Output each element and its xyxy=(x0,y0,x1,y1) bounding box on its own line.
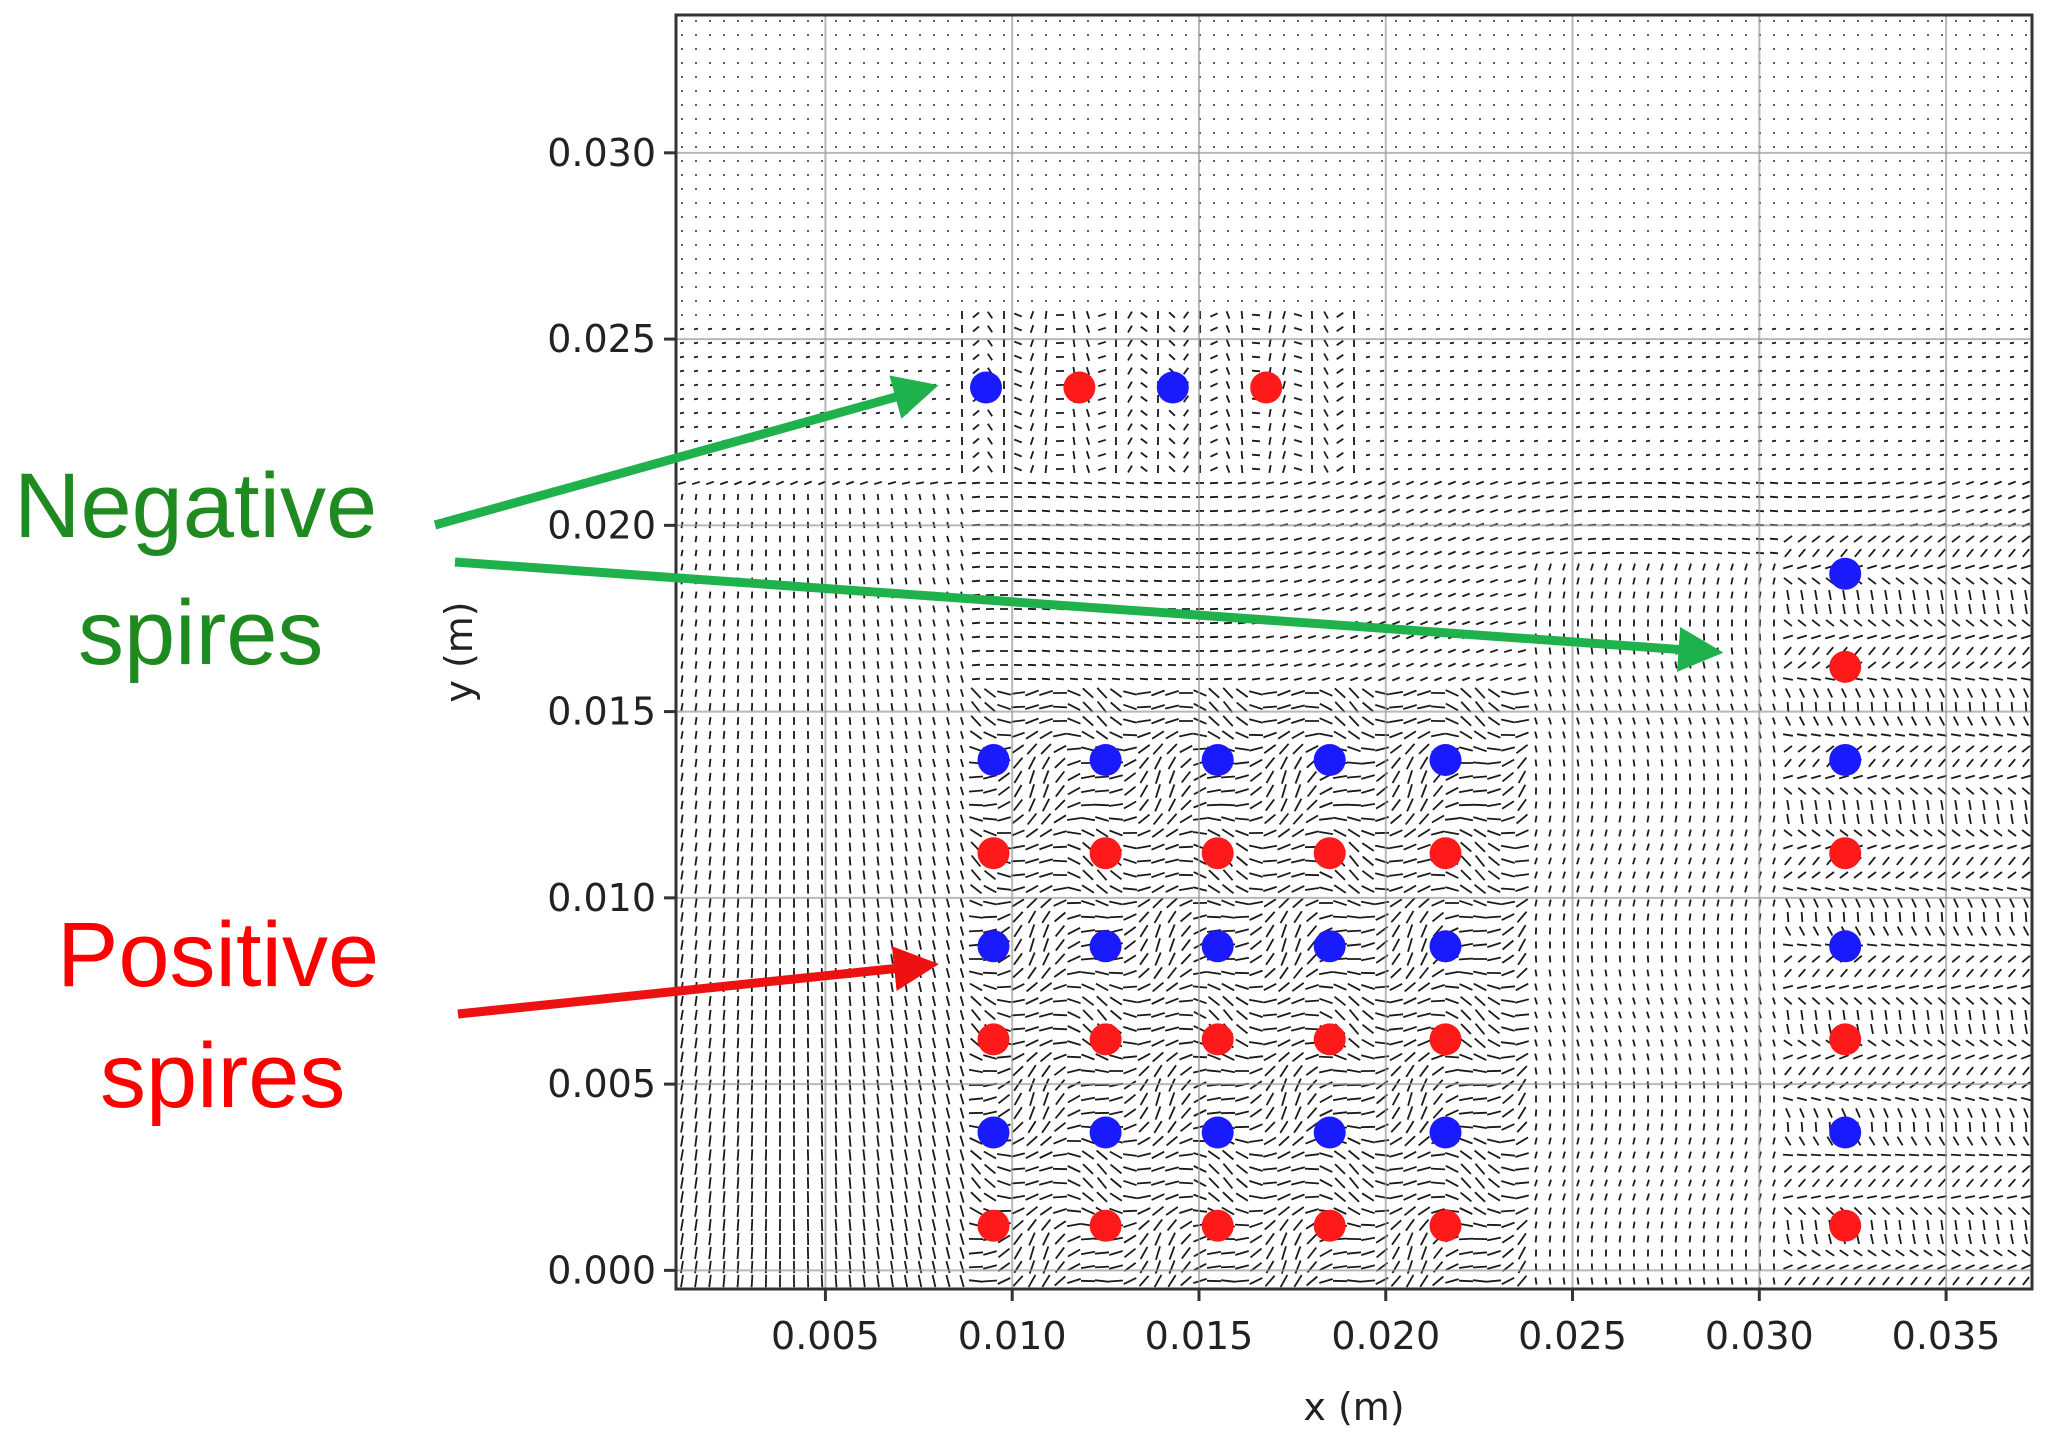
negative-spire-marker xyxy=(977,1116,1010,1149)
positive-spires-arrow xyxy=(457,946,939,1019)
positive-spire-marker xyxy=(977,837,1010,870)
positive-spire-marker xyxy=(1089,1023,1122,1056)
negative-spire-marker xyxy=(1429,1116,1462,1149)
x-axis-label: x (m) xyxy=(1303,1385,1404,1429)
negative-spires-arrow xyxy=(433,375,939,530)
negative-spire-marker xyxy=(1829,1116,1862,1149)
plot-frame xyxy=(674,13,2034,1291)
positive-spire-marker xyxy=(1201,1023,1234,1056)
positive-spires-label-line1: Positive xyxy=(57,904,379,1006)
x-tick-label: 0.025 xyxy=(1518,1314,1627,1358)
positive-spire-marker xyxy=(1201,1209,1234,1242)
negative-spire-marker xyxy=(1313,744,1346,776)
y-axis-ticks: 0.000 0.005 0.010 0.015 0.020 0.025 0.030 xyxy=(547,131,676,1292)
negative-spire-marker xyxy=(1089,744,1122,776)
positive-spire-marker xyxy=(977,1023,1010,1056)
negative-spire-marker xyxy=(970,371,1002,404)
positive-spire-marker xyxy=(1089,837,1122,870)
y-tick-label: 0.010 xyxy=(547,876,656,920)
negative-spire-marker xyxy=(1089,930,1122,963)
x-tick-label: 0.010 xyxy=(958,1314,1067,1358)
negative-spires-label-line1: Negative xyxy=(14,455,377,557)
negative-spire-marker xyxy=(1201,930,1234,963)
positive-spire-marker xyxy=(1829,1209,1862,1242)
negative-spire-marker xyxy=(1429,744,1462,776)
positive-spire-marker xyxy=(1429,1209,1462,1242)
positive-spire-marker xyxy=(1429,837,1462,870)
positive-spire-marker xyxy=(1063,371,1096,404)
negative-spire-marker xyxy=(1089,1116,1122,1149)
negative-spire-marker xyxy=(1156,371,1189,404)
plot-background xyxy=(676,15,2032,1289)
positive-spire-marker xyxy=(1313,1209,1346,1242)
x-tick-label: 0.005 xyxy=(771,1314,880,1358)
y-tick-label: 0.030 xyxy=(547,131,656,175)
velocity-vector-field xyxy=(677,20,2032,1288)
y-tick-label: 0.000 xyxy=(547,1248,656,1292)
positive-spire-marker xyxy=(1313,1023,1346,1056)
positive-spire-marker xyxy=(1429,1023,1462,1056)
negative-spire-marker xyxy=(1829,557,1862,590)
negative-spires-arrow xyxy=(454,557,1724,672)
positive-spires-label-line2: spires xyxy=(100,1025,345,1127)
negative-spires-label-line2: spires xyxy=(78,582,323,684)
negative-spire-marker xyxy=(977,744,1010,776)
negative-spire-marker xyxy=(1829,744,1862,776)
y-axis-label: y (m) xyxy=(437,601,481,702)
positive-spire-marker xyxy=(1829,650,1862,683)
positive-spire-marker xyxy=(1089,1209,1122,1242)
negative-spire-marker xyxy=(977,930,1010,963)
y-tick-label: 0.005 xyxy=(547,1062,656,1106)
x-axis-ticks: 0.005 0.010 0.015 0.020 0.025 0.030 0.035 xyxy=(771,1289,2000,1358)
negative-spire-marker xyxy=(1429,930,1462,963)
spire-markers xyxy=(970,371,1862,1242)
vector-field-arrows xyxy=(677,20,2032,1288)
positive-spire-marker xyxy=(1201,837,1234,870)
grid-lines xyxy=(676,15,2032,1289)
positive-spire-marker xyxy=(1313,837,1346,870)
x-tick-label: 0.030 xyxy=(1705,1314,1814,1358)
positive-spire-marker xyxy=(977,1209,1010,1242)
x-tick-label: 0.020 xyxy=(1331,1314,1440,1358)
negative-spire-marker xyxy=(1201,1116,1234,1149)
negative-spire-marker xyxy=(1313,930,1346,963)
y-tick-label: 0.015 xyxy=(547,690,656,734)
y-tick-label: 0.020 xyxy=(547,503,656,547)
negative-spire-marker xyxy=(1201,744,1234,776)
negative-spire-marker xyxy=(1313,1116,1346,1149)
positive-spire-marker xyxy=(1250,371,1283,404)
y-tick-label: 0.025 xyxy=(547,317,656,361)
positive-spire-marker xyxy=(1829,837,1862,870)
positive-spire-marker xyxy=(1829,1023,1862,1056)
x-tick-label: 0.015 xyxy=(1145,1314,1254,1358)
x-tick-label: 0.035 xyxy=(1892,1314,2001,1358)
negative-spire-marker xyxy=(1829,930,1862,963)
annotation-arrows xyxy=(433,375,1724,1019)
